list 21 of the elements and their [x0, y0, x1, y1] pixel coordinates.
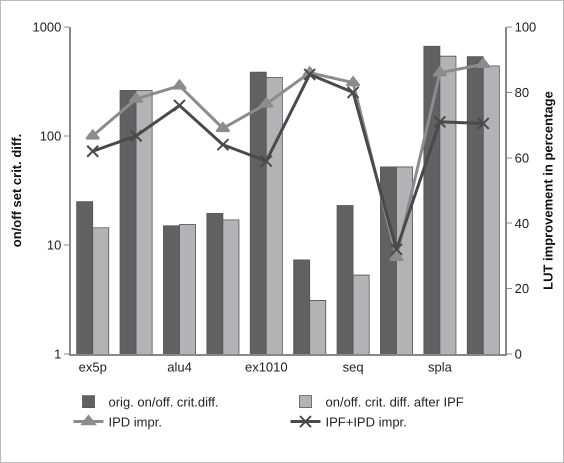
legend-label: IPF+IPD impr.	[326, 414, 407, 430]
y-tick-label: 1000	[32, 20, 62, 35]
y2-axis-title: LUT improvement in percentage	[540, 91, 556, 290]
x-tick-label: spla	[428, 360, 453, 375]
y-axis-title: on/off set crit. diff.	[8, 134, 24, 248]
y2-tick-label: 20	[514, 281, 530, 296]
x-tick-label: ex5p	[78, 360, 107, 375]
y-tick-label: 10	[46, 238, 62, 253]
y2-tick-label: 40	[514, 216, 530, 231]
legend-label: IPD impr.	[108, 414, 162, 430]
legend-label: orig. on/off. crit.diff.	[108, 394, 219, 410]
x-tick-label: seq	[342, 360, 364, 375]
y2-tick-label: 100	[514, 20, 536, 35]
y2-tick-label: 80	[514, 84, 530, 100]
x-tick-label: alu4	[167, 360, 192, 375]
x-tick-label: ex1010	[244, 360, 288, 375]
y2-tick-label: 0	[514, 346, 522, 362]
y-tick-label: 1	[54, 346, 62, 362]
legend-label: on/off. crit. diff. after IPF	[326, 394, 464, 410]
y-tick-label: 100	[40, 128, 62, 144]
y2-tick-label: 60	[514, 150, 530, 166]
